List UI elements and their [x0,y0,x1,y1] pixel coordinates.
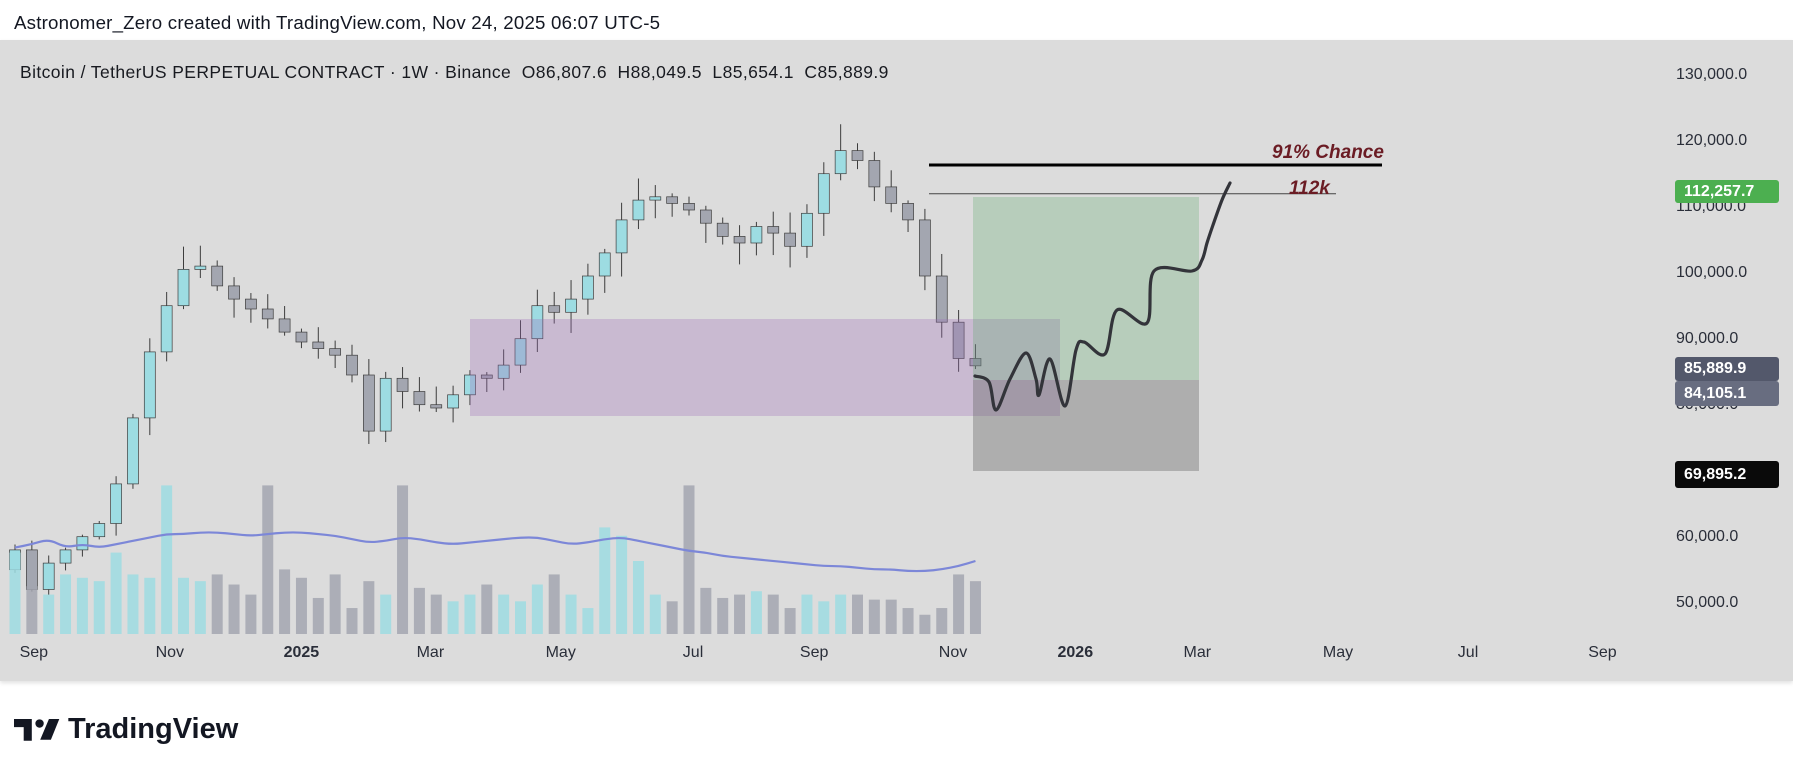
svg-text:112k: 112k [1289,178,1331,199]
svg-text:91% Chance: 91% Chance [1272,142,1384,163]
